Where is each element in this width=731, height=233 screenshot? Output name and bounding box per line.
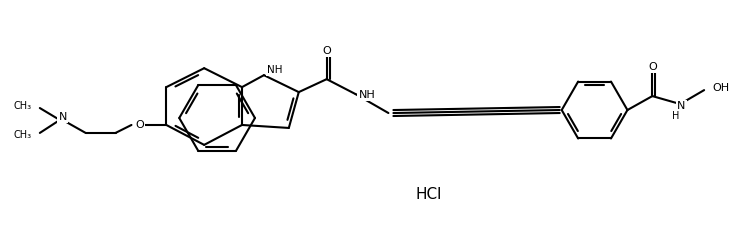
Text: CH₃: CH₃	[14, 101, 32, 111]
Text: HCl: HCl	[415, 187, 442, 202]
Text: O: O	[135, 120, 144, 130]
Text: NH: NH	[267, 65, 282, 75]
Text: O: O	[648, 62, 656, 72]
Text: CH₃: CH₃	[14, 130, 32, 140]
Text: H: H	[672, 111, 679, 121]
Text: OH: OH	[712, 83, 730, 93]
Text: NH: NH	[358, 90, 375, 100]
Text: N: N	[58, 112, 67, 122]
Text: O: O	[322, 46, 331, 56]
Text: N: N	[677, 101, 686, 111]
